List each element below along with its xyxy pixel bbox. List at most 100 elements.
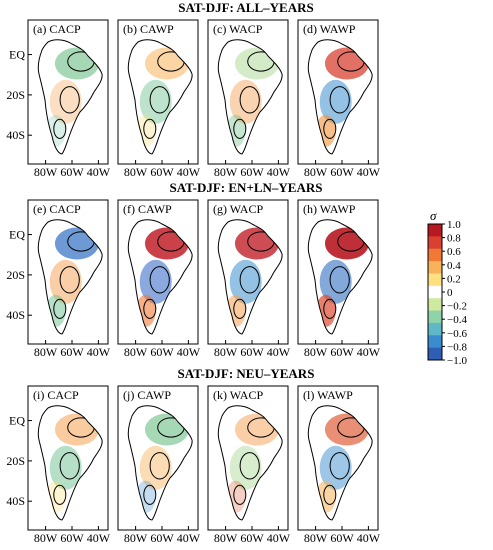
- significance-contour: [239, 266, 260, 294]
- row-title: SAT-DJF: NEU–YEARS: [178, 366, 315, 381]
- x-tick-label: 80W: [304, 165, 328, 179]
- colorbar-tick-label: 1.0: [447, 219, 461, 231]
- x-tick-label: 80W: [304, 345, 328, 359]
- colorbar-segment: [428, 298, 442, 312]
- x-tick-label: 40W: [177, 165, 201, 179]
- x-tick-label: 80W: [124, 165, 148, 179]
- x-tick-label: 80W: [34, 531, 58, 545]
- significance-contour: [149, 452, 170, 480]
- y-tick-label: 40S: [6, 128, 25, 142]
- coastline: [217, 405, 283, 521]
- map-panel: (c) WACP 80W 60W 40W: [207, 19, 291, 179]
- significance-contour: [323, 298, 337, 319]
- significance-contour: [143, 298, 157, 319]
- y-tick-label: 40S: [6, 308, 25, 322]
- coastline: [307, 219, 373, 335]
- colorbar-segment: [428, 310, 442, 324]
- anomaly-region: [319, 79, 352, 124]
- panel-label: (k) WACP: [213, 388, 263, 402]
- colorbar: σ 1.0 0.80.6 0.40.2 0 −0.2−0.4 −0.6−0.8 −1.0: [427, 208, 467, 367]
- significance-contour: [323, 484, 337, 505]
- x-tick-label: 80W: [304, 531, 328, 545]
- x-tick-label: 60W: [60, 531, 84, 545]
- x-tick-label: 80W: [34, 345, 58, 359]
- colorbar-tick-label: 0: [447, 287, 453, 299]
- significance-contour: [53, 298, 67, 319]
- panel-label: (d) WAWP: [303, 22, 356, 36]
- x-tick-label: 80W: [214, 345, 238, 359]
- x-tick-label: 60W: [150, 165, 174, 179]
- significance-contour: [53, 484, 67, 505]
- x-tick-label: 40W: [177, 531, 201, 545]
- anomaly-region: [229, 445, 262, 490]
- coastline: [127, 39, 193, 155]
- significance-contour: [143, 484, 157, 505]
- significance-contour: [233, 118, 247, 139]
- anomaly-region: [49, 79, 82, 124]
- x-tick-label: 40W: [357, 345, 381, 359]
- panel-label: (f) CAWP: [123, 202, 172, 216]
- y-tick-label: EQ: [9, 48, 25, 62]
- x-tick-label: 60W: [240, 165, 264, 179]
- anomaly-region: [49, 259, 82, 304]
- y-tick-label: 20S: [6, 88, 25, 102]
- anomaly-region: [139, 79, 172, 124]
- colorbar-title: σ: [430, 208, 437, 223]
- coastline: [217, 39, 283, 155]
- significance-contour: [143, 118, 157, 139]
- map-panel: (f) CAWP 80W 60W 40W: [117, 199, 201, 359]
- panel-label: (a) CACP: [33, 22, 81, 36]
- colorbar-tick-label: 0.6: [447, 246, 461, 258]
- significance-contour: [329, 452, 350, 480]
- significance-contour: [149, 266, 170, 294]
- y-tick-label: EQ: [9, 414, 25, 428]
- coastline: [37, 219, 103, 335]
- x-tick-label: 80W: [214, 531, 238, 545]
- y-tick-label: 20S: [6, 268, 25, 282]
- significance-contour: [329, 266, 350, 294]
- x-tick-label: 40W: [267, 165, 291, 179]
- x-tick-label: 60W: [150, 531, 174, 545]
- anomaly-region: [319, 259, 352, 304]
- panel-label: (l) WAWP: [303, 388, 353, 402]
- coastline: [37, 405, 103, 521]
- x-tick-label: 60W: [60, 165, 84, 179]
- x-tick-label: 40W: [357, 531, 381, 545]
- anomaly-region: [139, 259, 172, 304]
- x-tick-label: 40W: [267, 345, 291, 359]
- x-tick-label: 60W: [330, 345, 354, 359]
- colorbar-segment: [428, 224, 442, 237]
- x-tick-label: 80W: [214, 165, 238, 179]
- x-tick-label: 60W: [330, 531, 354, 545]
- colorbar-segment: [428, 347, 442, 361]
- x-tick-label: 60W: [60, 345, 84, 359]
- x-tick-label: 40W: [87, 165, 111, 179]
- panel-label: (b) CAWP: [123, 22, 174, 36]
- significance-contour: [59, 86, 80, 114]
- panel-label: (j) CAWP: [123, 388, 171, 402]
- x-tick-label: 40W: [177, 345, 201, 359]
- x-tick-label: 40W: [87, 531, 111, 545]
- significance-contour: [59, 452, 80, 480]
- significance-contour: [323, 118, 337, 139]
- y-tick-label: 20S: [6, 454, 25, 468]
- colorbar-segment: [428, 335, 442, 349]
- row-title: SAT-DJF: EN+LN–YEARS: [170, 180, 323, 195]
- coastline: [217, 219, 283, 335]
- colorbar-tick-label: 0.4: [447, 260, 461, 272]
- colorbar-tick-label: 0.2: [447, 273, 461, 285]
- x-tick-label: 60W: [240, 531, 264, 545]
- coastline: [307, 39, 373, 155]
- panel-label: (h) WAWP: [303, 202, 356, 216]
- x-tick-label: 60W: [150, 345, 174, 359]
- significance-contour: [329, 86, 350, 114]
- y-tick-label: 40S: [6, 494, 25, 508]
- map-panel: (g) WACP 80W 60W 40W: [207, 199, 291, 359]
- x-tick-label: 60W: [240, 345, 264, 359]
- colorbar-tick-label: −1.0: [447, 355, 467, 367]
- panel-label: (i) CACP: [33, 388, 79, 402]
- panel-label: (e) CACP: [33, 202, 81, 216]
- colorbar-tick-label: 0.8: [447, 233, 461, 245]
- y-tick-label: EQ: [9, 228, 25, 242]
